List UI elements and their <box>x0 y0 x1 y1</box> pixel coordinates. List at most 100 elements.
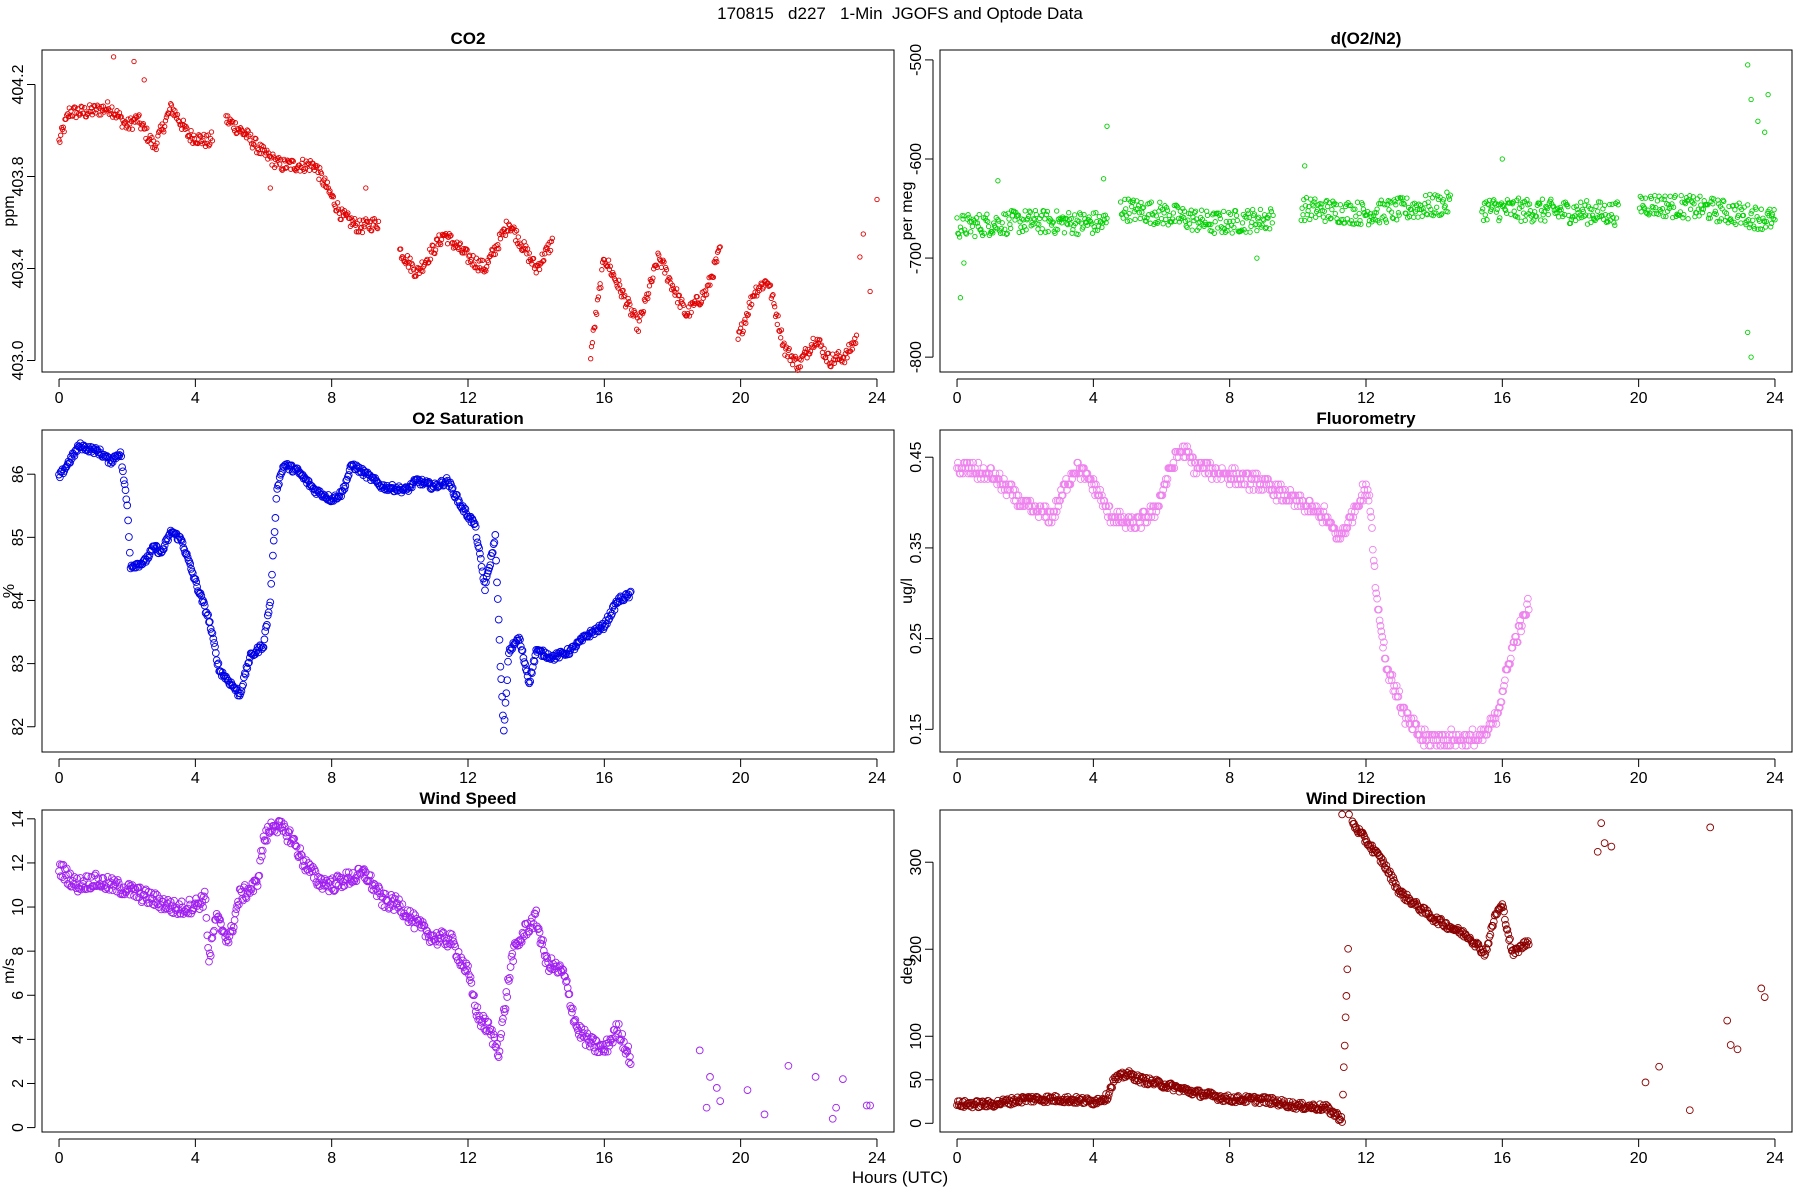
data-point <box>1216 212 1223 219</box>
plot-frame <box>939 809 1793 1133</box>
data-point <box>1732 207 1738 213</box>
data-point <box>1002 211 1009 218</box>
x-tick-label: 24 <box>1766 390 1784 407</box>
data-point <box>1316 211 1322 218</box>
data-point <box>269 551 277 560</box>
data-point <box>1408 206 1414 213</box>
data-point <box>242 663 251 671</box>
data-point <box>1198 207 1205 213</box>
data-point <box>502 689 511 698</box>
data-point <box>513 238 519 244</box>
data-point <box>1189 227 1195 233</box>
data-point <box>1039 226 1045 232</box>
data-point <box>1658 196 1665 202</box>
panel-title: d(O2/N2) <box>1331 29 1402 48</box>
data-point <box>492 251 498 257</box>
data-point <box>1033 211 1039 218</box>
data-point <box>598 285 604 291</box>
data-point <box>1422 192 1429 199</box>
data-point <box>1680 215 1686 221</box>
data-point <box>1372 217 1379 223</box>
data-point-outlier <box>957 295 964 301</box>
data-point <box>533 270 539 276</box>
y-tick-label: 14 <box>10 810 27 828</box>
data-point <box>374 225 380 231</box>
data-point <box>717 244 723 250</box>
data-point <box>1140 204 1147 210</box>
data-point <box>1642 195 1649 201</box>
data-point <box>1181 208 1188 214</box>
data-point <box>1654 198 1661 204</box>
data-point <box>1366 218 1373 224</box>
data-point <box>541 257 547 264</box>
data-point-outlier <box>832 1103 840 1112</box>
data-point <box>496 662 505 671</box>
data-point <box>1706 212 1713 218</box>
data-point <box>1738 220 1744 226</box>
data-point <box>301 168 308 174</box>
data-point <box>485 259 492 265</box>
data-point <box>663 267 670 273</box>
data-point <box>260 635 269 644</box>
data-point <box>432 250 438 257</box>
data-point <box>263 621 271 629</box>
data-point <box>435 241 441 248</box>
data-point <box>1401 201 1407 207</box>
x-tick-label: 4 <box>191 1150 200 1167</box>
data-points <box>954 62 1778 360</box>
data-point <box>1515 195 1522 201</box>
data-point-outlier <box>760 1110 769 1119</box>
data-point <box>1382 217 1389 223</box>
data-point <box>1613 215 1620 221</box>
x-tick-label: 24 <box>1766 1150 1784 1167</box>
data-point <box>117 452 126 461</box>
data-point <box>754 293 760 299</box>
data-point <box>1339 1063 1348 1072</box>
data-point <box>1352 206 1358 212</box>
data-point <box>159 545 168 553</box>
data-point <box>371 216 377 222</box>
data-point <box>495 635 504 644</box>
data-point <box>1199 216 1206 223</box>
data-point <box>1066 210 1072 216</box>
data-point-outlier <box>712 1084 721 1092</box>
data-point <box>1565 203 1571 210</box>
data-point <box>77 111 83 117</box>
data-point <box>1607 201 1613 208</box>
data-point <box>1411 214 1417 220</box>
y-tick-label: 100 <box>908 1023 925 1050</box>
x-tick-label: 16 <box>595 390 613 407</box>
data-point <box>464 247 470 253</box>
data-point <box>1204 208 1210 214</box>
data-point <box>1196 225 1202 231</box>
data-point <box>304 477 313 485</box>
panel-title: Fluorometry <box>1316 409 1416 428</box>
y-tick-label: -500 <box>908 44 925 76</box>
data-point <box>1718 216 1724 222</box>
data-point <box>470 253 476 259</box>
data-point <box>1229 230 1235 236</box>
data-point <box>1092 227 1098 233</box>
data-point <box>1247 229 1253 235</box>
data-point <box>1044 208 1051 215</box>
data-point <box>1164 207 1171 213</box>
data-point <box>1670 214 1676 221</box>
data-point <box>1177 208 1183 214</box>
data-point <box>817 337 823 343</box>
x-tick-label: 12 <box>459 770 477 787</box>
data-point <box>1312 196 1318 202</box>
x-tick-label: 8 <box>327 390 336 407</box>
data-point <box>1344 944 1352 953</box>
data-point <box>1750 217 1756 223</box>
data-point <box>1221 208 1227 215</box>
x-tick-label: 8 <box>1225 390 1234 407</box>
data-point <box>1376 220 1383 226</box>
data-point <box>1431 210 1437 216</box>
data-point <box>954 215 960 221</box>
data-point <box>1383 219 1390 225</box>
data-point <box>265 601 274 610</box>
data-point <box>1025 213 1032 220</box>
data-point <box>1433 210 1439 216</box>
data-point <box>740 328 746 334</box>
